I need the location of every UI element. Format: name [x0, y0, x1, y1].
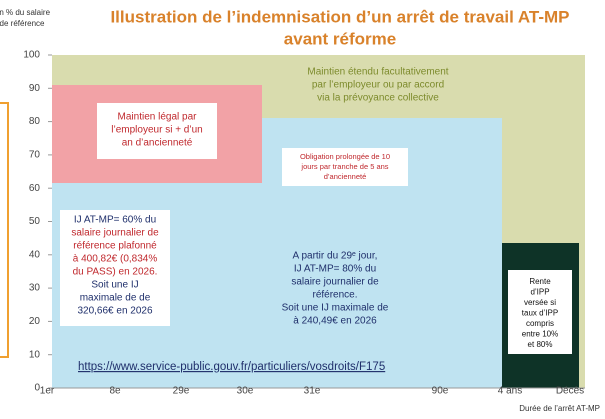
y-axis-label: de référence [0, 19, 45, 28]
box [282, 148, 408, 186]
annotation: d’IPP [530, 288, 549, 297]
annotation: maximale de de [80, 293, 151, 304]
annotation: du PASS) en 2026. [73, 267, 158, 278]
x-tick-label: Décès [556, 386, 584, 397]
annotation: taux d’IPP [522, 309, 558, 318]
annotation: Maintien légal par [118, 112, 198, 123]
annotation: IJ AT-MP= 80% du [294, 264, 376, 275]
annotation: salaire journalier de [71, 228, 159, 239]
annotation: référence. [312, 290, 357, 301]
x-tick-label: 30e [237, 386, 254, 397]
annotation: Soit une IJ maximale de [282, 303, 389, 314]
x-tick-label: 29e [173, 386, 190, 397]
annotation: jours par tranche de 5 ans [300, 162, 388, 171]
chart-title: avant réforme [284, 29, 396, 48]
annotation: versée si [524, 298, 556, 307]
x-axis-label: Durée de l’arrêt AT-MP [519, 404, 600, 413]
annotation: d’ancienneté [324, 172, 367, 181]
annotation: par l’employeur ou par accord [312, 80, 444, 91]
y-tick-label: 100 [23, 50, 40, 61]
annotation: compris [526, 319, 554, 328]
y-tick-label: 60 [29, 183, 41, 194]
annotation: référence plafonné [73, 241, 157, 252]
annotation: Obligation prolongée de 10 [300, 152, 390, 161]
annotation: et 80% [528, 340, 553, 349]
x-tick-label: 4 ans [498, 386, 522, 397]
y-tick-label: 0 [34, 383, 40, 394]
chart-title: Illustration de l’indemnisation d’un arr… [110, 7, 569, 26]
x-tick-label: 1er [40, 386, 55, 397]
annotation: Rente [529, 277, 551, 286]
annotation: 320,66€ en 2026 [77, 306, 153, 317]
annotation: an d’ancienneté [122, 138, 193, 149]
annotation: entre 10% [522, 330, 558, 339]
y-tick-label: 30 [29, 283, 41, 294]
annotation: l’employeur si + d’un [111, 125, 202, 136]
y-tick-label: 20 [29, 316, 41, 327]
link: https://www.service-public.gouv.fr/parti… [78, 361, 385, 373]
y-tick-label: 50 [29, 216, 41, 227]
box [97, 103, 217, 159]
annotation: salaire journalier de [291, 277, 379, 288]
x-tick-label: 90e [432, 386, 449, 397]
annotation: à 240,49€ en 2026 [293, 316, 377, 327]
y-tick-label: 80 [29, 116, 41, 127]
y-tick-label: 90 [29, 83, 41, 94]
annotation: via la prévoyance collective [317, 93, 439, 104]
annotation: Maintien étendu facultativement [307, 67, 448, 78]
annotation: A partir du 29ᵉ jour, [293, 251, 378, 262]
y-axis-label: En % du salaire [0, 8, 51, 17]
box [60, 210, 170, 326]
x-tick-label: 8e [109, 386, 121, 397]
y-tick-label: 10 [29, 349, 41, 360]
annotation: à 400,82€ (0,834% [73, 254, 158, 265]
y-tick-label: 40 [29, 249, 41, 260]
annotation: Soit une IJ [91, 280, 138, 291]
y-tick-label: 70 [29, 150, 41, 161]
box [508, 270, 572, 354]
x-tick-label: 31e [304, 386, 321, 397]
bracket [0, 102, 9, 358]
annotation: IJ AT-MP= 60% du [74, 215, 156, 226]
